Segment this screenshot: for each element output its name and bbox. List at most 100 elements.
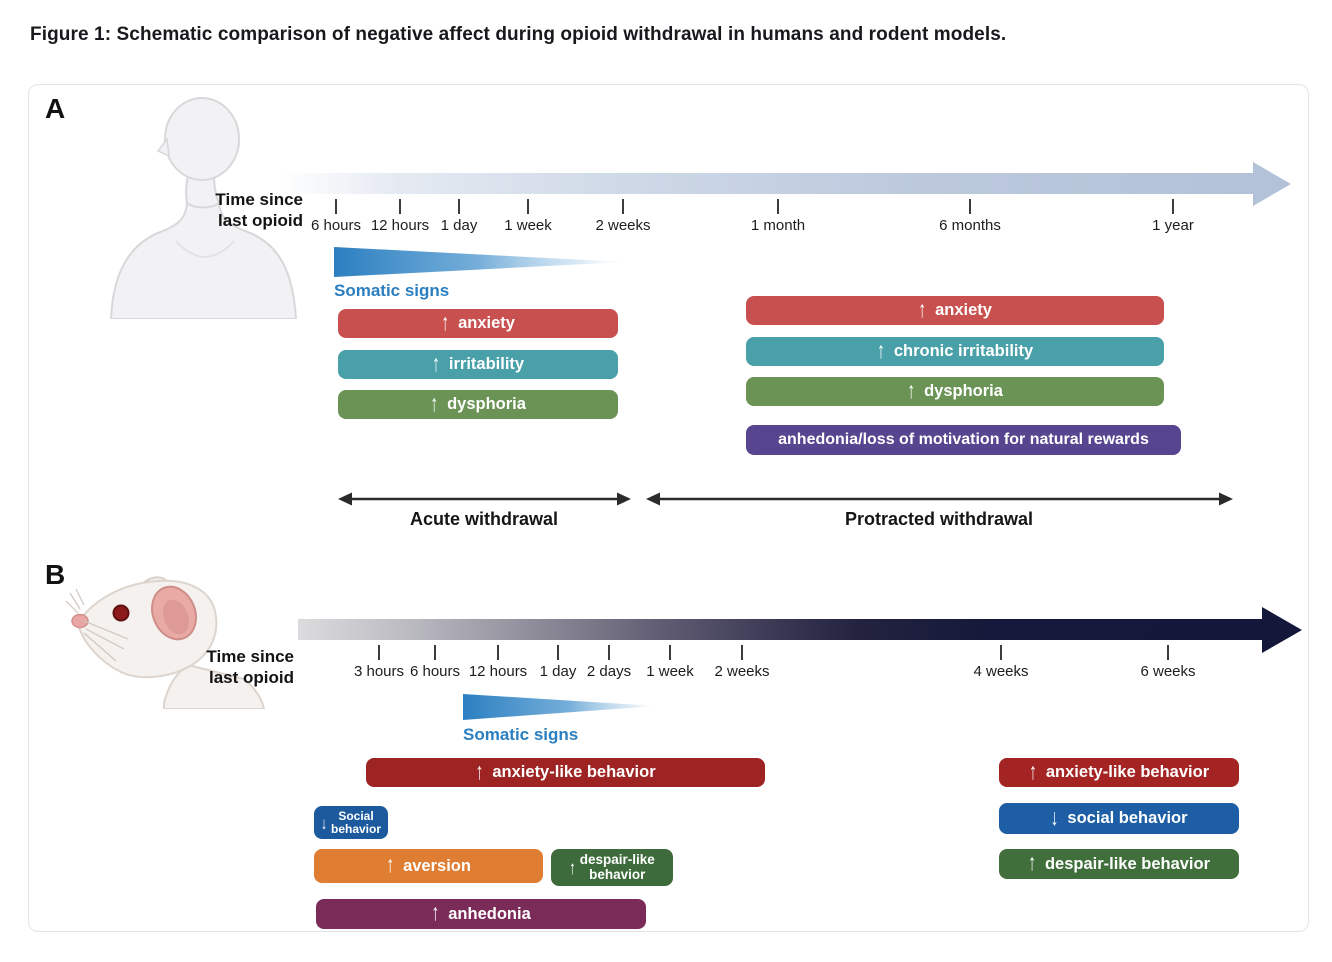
bar-label: dysphoria [924, 382, 1003, 400]
bar-label: social behavior [1067, 809, 1188, 827]
human-torso-illustration [110, 97, 297, 319]
timeline-tick: 12 hours [355, 199, 445, 234]
tick-label: 12 hours [468, 663, 528, 680]
tick-mark [497, 645, 499, 660]
acute-withdrawal-arrow [338, 492, 631, 506]
tick-mark [399, 199, 401, 214]
up-arrow-icon: ↑ [386, 852, 395, 878]
tick-mark [335, 199, 337, 214]
bar-despair-like-acute: ↑ despair-like behavior [551, 849, 673, 886]
bar-label-line1: Social [338, 808, 374, 823]
timeline-tick: 4 weeks [956, 645, 1046, 680]
somatic-signs-label: Somatic signs [463, 725, 579, 744]
up-arrow-icon: ↑ [1028, 759, 1037, 785]
bar-anhedonia-protracted: anhedonia/loss of motivation for natural… [746, 425, 1181, 455]
tick-label: 2 weeks [714, 663, 770, 680]
timeline-tick: 6 hours [291, 199, 381, 234]
somatic-signs-label: Somatic signs [334, 281, 450, 300]
up-arrow-icon: ↑ [431, 900, 440, 926]
up-arrow-icon: ↑ [1027, 850, 1036, 876]
tick-mark [378, 645, 380, 660]
tick-mark [622, 199, 624, 214]
up-arrow-icon: ↑ [430, 391, 439, 417]
tick-mark [434, 645, 436, 660]
bar-label: dysphoria [447, 395, 526, 413]
timeline-tick: 6 hours [390, 645, 480, 680]
timeline-tick: 2 weeks [578, 199, 668, 234]
bar-label: anxiety-like behavior [1045, 763, 1210, 781]
bar-anxiety-like-protracted: ↑ anxiety-like behavior [999, 758, 1239, 787]
bar-label: aversion [403, 856, 471, 875]
rodent-timeline-arrowhead-icon [1262, 607, 1302, 653]
bar-anhedonia-acute: ↑ anhedonia [316, 899, 646, 929]
timeline-tick: 1 day [414, 199, 504, 234]
bar-label: despair-like behavior [1044, 854, 1211, 873]
tick-mark [608, 645, 610, 660]
protracted-withdrawal-label: Protracted withdrawal [844, 509, 1034, 529]
timeline-tick: 1 month [733, 199, 823, 234]
up-arrow-icon: ↑ [876, 338, 885, 364]
figure-title: Figure 1: Schematic comparison of negati… [30, 24, 1007, 45]
timeline-tick: 1 week [483, 199, 573, 234]
bar-social-behavior-acute: ↓ Social behavior [314, 806, 388, 839]
panel-b-label: B [45, 559, 66, 590]
tick-mark [777, 199, 779, 214]
down-arrow-icon: ↓ [320, 812, 327, 833]
panel-a-label: A [45, 93, 66, 124]
tick-label: 2 weeks [595, 217, 651, 234]
timeline-tick: 1 day [513, 645, 603, 680]
protracted-withdrawal-arrow [646, 492, 1233, 506]
down-arrow-icon: ↓ [1050, 805, 1059, 831]
tick-label: 6 weeks [1140, 663, 1196, 680]
tick-mark [557, 645, 559, 660]
tick-mark [1000, 645, 1002, 660]
tick-label: 2 days [586, 663, 632, 680]
panel-a-axis-label: Time since last opioid [149, 189, 303, 231]
up-arrow-icon: ↑ [441, 310, 450, 336]
timeline-tick: 12 hours [453, 645, 543, 680]
tick-label: 12 hours [370, 217, 430, 234]
bar-anxiety-acute: ↑ anxiety [338, 309, 618, 338]
human-timeline-arrowhead-icon [1253, 162, 1291, 206]
bar-label: anxiety [458, 314, 515, 332]
tick-label: 6 hours [409, 663, 461, 680]
tick-mark [1167, 645, 1169, 660]
bar-label: anhedonia [448, 904, 531, 923]
bar-dysphoria-acute: ↑ dysphoria [338, 390, 618, 419]
tick-mark [969, 199, 971, 214]
tick-mark [458, 199, 460, 214]
rat-head-illustration [65, 576, 265, 709]
up-arrow-icon: ↑ [569, 856, 576, 879]
timeline-tick: 3 hours [334, 645, 424, 680]
bar-label-line2: behavior [330, 821, 381, 836]
tick-label: 1 week [646, 663, 694, 680]
bar-label: irritability [448, 355, 525, 373]
up-arrow-icon: ↑ [907, 378, 916, 404]
bar-anxiety-protracted: ↑ anxiety [746, 296, 1164, 325]
axis-label-line2: last opioid [209, 668, 294, 687]
human-timeline-arrow [281, 173, 1254, 194]
acute-withdrawal-label: Acute withdrawal [409, 509, 559, 529]
axis-label-line1: Time since [215, 190, 303, 209]
tick-label: 3 hours [353, 663, 405, 680]
tick-mark [1172, 199, 1174, 214]
bar-label-line1: despair-like [579, 851, 655, 867]
bar-aversion-acute: ↑ aversion [314, 849, 543, 883]
axis-label-line2: last opioid [218, 211, 303, 230]
panel-b-axis-label: Time since last opioid [164, 646, 294, 688]
bar-anxiety-like-acute: ↑ anxiety-like behavior [366, 758, 765, 787]
timeline-tick: 2 days [564, 645, 654, 680]
bar-label: anhedonia/loss of motivation for natural… [778, 431, 1149, 448]
rodent-timeline-arrow [298, 619, 1263, 640]
tick-label: 1 day [440, 217, 478, 234]
tick-label: 1 day [539, 663, 577, 680]
tick-label: 1 week [504, 217, 552, 234]
tick-label: 6 months [939, 217, 1001, 234]
figure-card: A Time since last opioid 6 hours 12 hour… [28, 84, 1309, 932]
bar-despair-like-protracted: ↑ despair-like behavior [999, 849, 1239, 879]
timeline-tick: 6 weeks [1123, 645, 1213, 680]
axis-label-line1: Time since [206, 647, 294, 666]
tick-label: 1 month [750, 217, 806, 234]
timeline-tick: 1 week [625, 645, 715, 680]
